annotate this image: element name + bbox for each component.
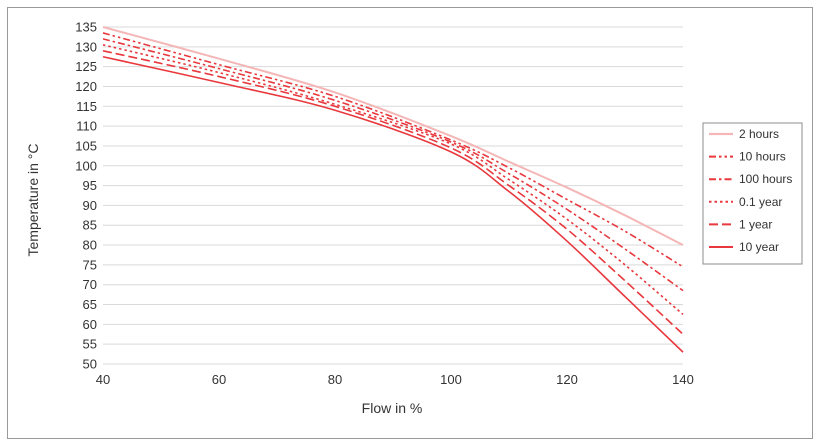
y-tick-label: 130 — [75, 39, 97, 54]
legend-item: 100 hours — [709, 172, 792, 186]
legend: 2 hours 10 hours 100 hours 0.1 year 1 year 10… — [702, 122, 803, 265]
legend-item: 10 hours — [709, 150, 786, 164]
y-tick-label: 50 — [83, 357, 97, 372]
y-tick-label: 70 — [83, 277, 97, 292]
y-tick-label: 110 — [76, 119, 97, 134]
x-tick-labels: 40 60 80 100 120 140 — [96, 372, 694, 387]
legend-label: 100 hours — [739, 172, 792, 186]
x-tick-label: 60 — [212, 372, 226, 387]
y-axis-title: Temperature in °C — [25, 144, 41, 257]
legend-label: 10 hours — [739, 150, 786, 164]
series-line-2-hours — [102, 26, 684, 246]
y-tick-label: 60 — [83, 317, 97, 332]
x-tick-label: 100 — [440, 372, 462, 387]
legend-item: 10 year — [709, 240, 779, 254]
y-tick-label: 120 — [75, 79, 97, 94]
y-tick-label: 90 — [83, 198, 97, 213]
y-tick-label: 135 — [75, 20, 97, 35]
legend-item: 1 year — [709, 217, 772, 231]
legend-label: 1 year — [739, 217, 772, 231]
y-tick-labels: 50 55 60 65 70 75 80 85 90 95 100 105 110 115 120 125 13… — [75, 20, 97, 372]
y-tick-label: 85 — [83, 218, 97, 233]
legend-label: 0.1 year — [739, 195, 782, 209]
x-tick-label: 40 — [96, 372, 110, 387]
y-tick-label: 105 — [75, 138, 97, 153]
y-tick-label: 115 — [76, 99, 97, 114]
chart-grid — [103, 26, 683, 365]
series-line-0-1-year — [102, 44, 684, 316]
series-lines — [102, 26, 684, 353]
y-tick-label: 55 — [83, 337, 97, 352]
legend-label: 10 year — [739, 240, 779, 254]
y-tick-label: 75 — [83, 257, 97, 272]
series-line-1-year — [102, 50, 684, 335]
x-tick-label: 120 — [556, 372, 578, 387]
y-tick-label: 100 — [75, 158, 97, 173]
y-tick-label: 80 — [83, 238, 97, 253]
chart-frame — [7, 7, 813, 439]
x-axis-title: Flow in % — [362, 400, 423, 416]
y-tick-label: 65 — [83, 297, 97, 312]
legend-item: 2 hours — [709, 127, 779, 141]
legend-box — [702, 122, 803, 265]
legend-item: 0.1 year — [709, 195, 782, 209]
y-tick-label: 125 — [75, 59, 97, 74]
series-line-100-hours — [102, 38, 684, 292]
x-tick-label: 80 — [328, 372, 342, 387]
series-line-10-hours — [102, 32, 684, 268]
y-tick-label: 95 — [83, 178, 97, 193]
x-tick-label: 140 — [672, 372, 694, 387]
series-line-10-year — [102, 55, 684, 353]
legend-label: 2 hours — [739, 127, 779, 141]
